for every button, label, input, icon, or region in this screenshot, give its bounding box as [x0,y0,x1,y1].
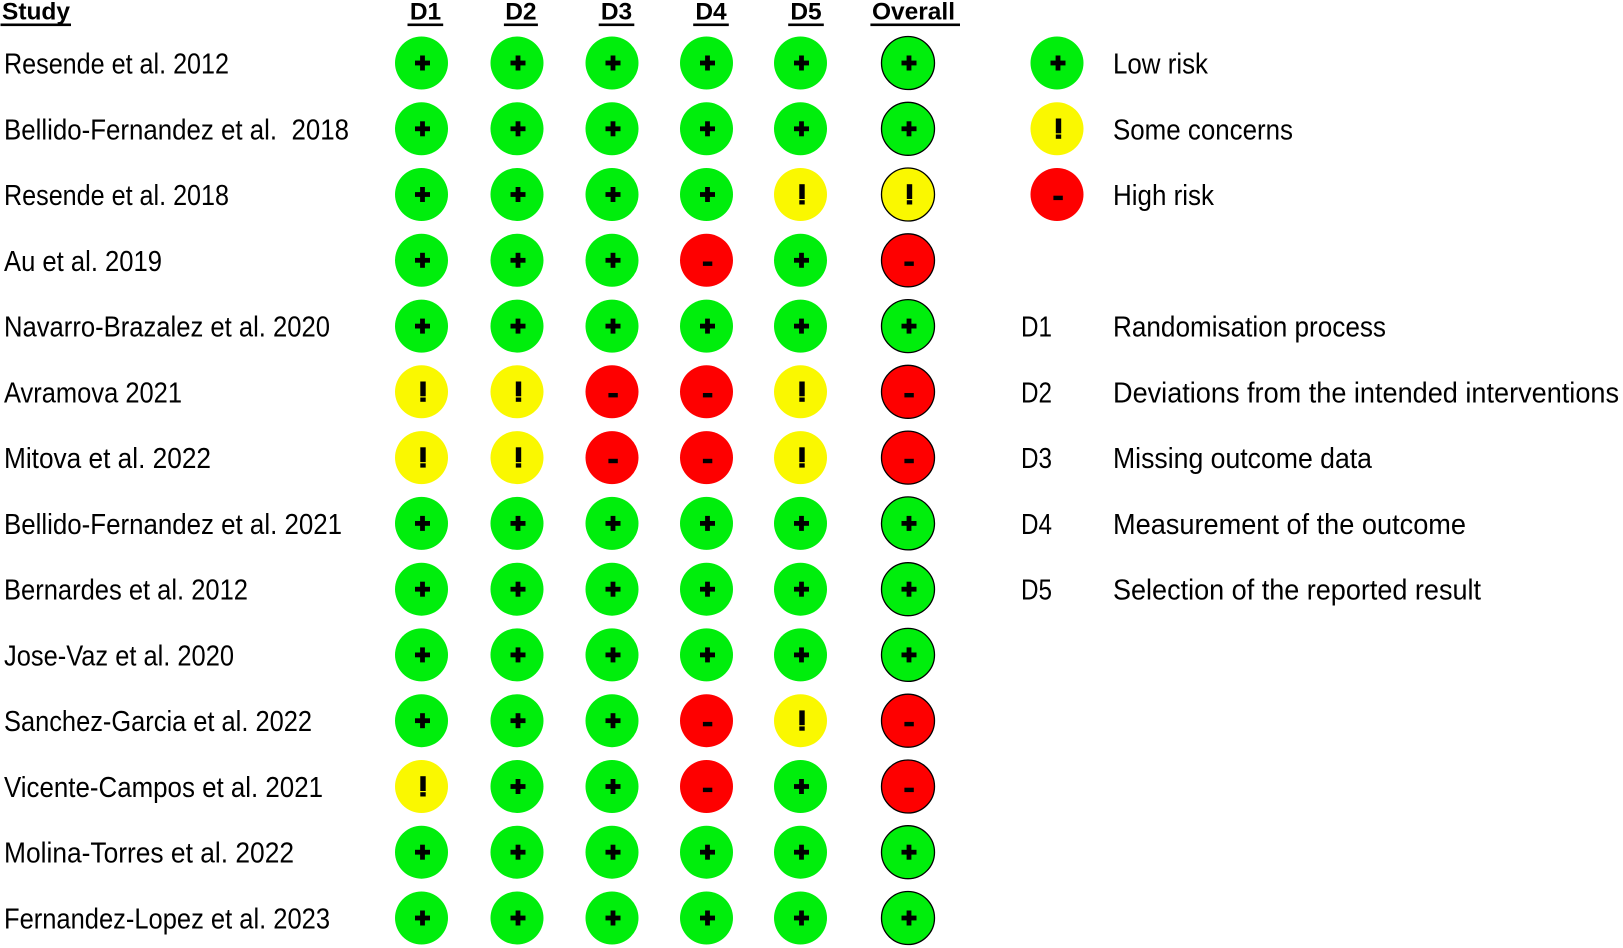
svg-text:Molina-Torres et al. 2022: Molina-Torres et al. 2022 [4,838,294,870]
svg-text:Overall: Overall [872,0,955,26]
svg-text:Selection of the reported resu: Selection of the reported result [1113,575,1481,607]
svg-text:Mitova et al. 2022: Mitova et al. 2022 [4,443,211,475]
svg-text:D1: D1 [410,0,441,26]
svg-text:Sanchez-Garcia et al. 2022: Sanchez-Garcia et al. 2022 [4,706,312,738]
svg-text:Resende et al. 2018: Resende et al. 2018 [4,180,229,212]
svg-text:Resende et al. 2012: Resende et al. 2012 [4,49,229,81]
svg-text:Jose-Vaz et al. 2020: Jose-Vaz et al. 2020 [4,640,234,672]
svg-text:Deviations from the intended i: Deviations from the intended interventio… [1113,377,1619,409]
svg-text:Bellido-Fernandez et al. 2018: Bellido-Fernandez et al. 2018 [4,114,349,146]
svg-text:High risk: High risk [1113,180,1214,212]
svg-text:Some concerns: Some concerns [1113,114,1293,146]
svg-text:Avramova 2021: Avramova 2021 [4,377,182,409]
svg-text:Randomisation process: Randomisation process [1113,312,1386,344]
svg-text:Au et al. 2019: Au et al. 2019 [4,246,162,278]
svg-text:D4: D4 [1021,509,1052,541]
svg-text:Measurement of the outcome: Measurement of the outcome [1113,509,1466,541]
svg-text:Study: Study [2,0,70,26]
svg-text:D2: D2 [505,0,536,26]
svg-text:D3: D3 [601,0,632,26]
svg-text:Navarro-Brazalez et al. 2020: Navarro-Brazalez et al. 2020 [4,312,330,344]
svg-text:Vicente-Campos et al. 2021: Vicente-Campos et al. 2021 [4,772,323,804]
svg-text:D2: D2 [1021,377,1052,409]
svg-text:D1: D1 [1021,312,1052,344]
svg-text:D4: D4 [695,0,727,26]
svg-text:D5: D5 [1021,575,1052,607]
svg-text:Bellido-Fernandez et al. 2021: Bellido-Fernandez et al. 2021 [4,509,342,541]
svg-text:Bernardes et al. 2012: Bernardes et al. 2012 [4,575,248,607]
svg-text:Fernandez-Lopez et al. 2023: Fernandez-Lopez et al. 2023 [4,904,330,936]
svg-text:D3: D3 [1021,443,1052,475]
svg-text:D5: D5 [790,0,821,26]
svg-text:Low risk: Low risk [1113,49,1208,81]
svg-text:Missing outcome data: Missing outcome data [1113,443,1373,475]
